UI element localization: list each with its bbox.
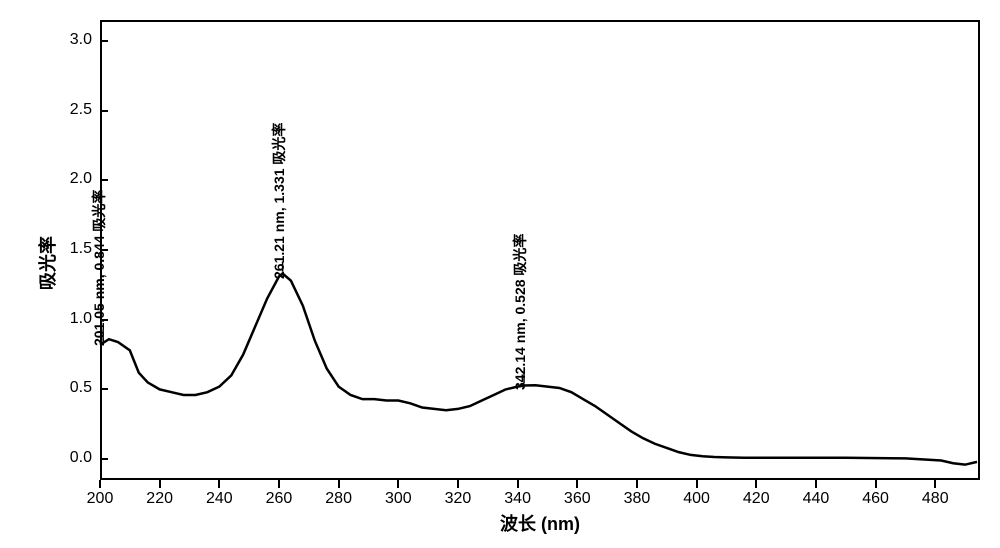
y-tick-label: 2.0 <box>52 170 92 188</box>
y-tick-label: 0.5 <box>52 379 92 397</box>
x-tick-label: 380 <box>617 490 657 508</box>
x-tick-label: 460 <box>856 490 896 508</box>
x-tick <box>696 480 698 488</box>
peak-label: 261.21 nm, 1.331 吸光率 <box>269 122 289 278</box>
x-tick <box>875 480 877 488</box>
y-tick <box>100 458 108 460</box>
y-tick <box>100 110 108 112</box>
x-tick-label: 240 <box>199 490 239 508</box>
x-tick-label: 480 <box>915 490 955 508</box>
spectrum-line <box>0 0 1000 548</box>
y-tick <box>100 40 108 42</box>
y-tick-label: 2.5 <box>52 101 92 119</box>
x-tick <box>576 480 578 488</box>
x-tick-label: 260 <box>259 490 299 508</box>
peak-label: 201.05 nm, 0.844 吸光率 <box>89 190 109 346</box>
x-tick <box>218 480 220 488</box>
x-tick-label: 440 <box>796 490 836 508</box>
x-tick <box>934 480 936 488</box>
x-tick <box>815 480 817 488</box>
x-tick-label: 280 <box>319 490 359 508</box>
x-tick <box>636 480 638 488</box>
x-tick <box>457 480 459 488</box>
x-tick-label: 200 <box>80 490 120 508</box>
x-tick <box>99 480 101 488</box>
y-tick <box>100 179 108 181</box>
x-tick-label: 400 <box>677 490 717 508</box>
y-tick <box>100 388 108 390</box>
spectrum-curve <box>100 274 977 465</box>
x-tick-label: 360 <box>557 490 597 508</box>
x-tick <box>397 480 399 488</box>
x-tick-label: 320 <box>438 490 478 508</box>
y-tick-label: 1.5 <box>52 240 92 258</box>
x-tick <box>338 480 340 488</box>
x-tick-label: 300 <box>378 490 418 508</box>
y-tick-label: 0.0 <box>52 449 92 467</box>
peak-label: 342.14 nm, 0.528 吸光率 <box>510 234 530 390</box>
spectrum-chart: 吸光率 波长 (nm) 0.00.51.01.52.02.53.02002202… <box>0 0 1000 548</box>
x-tick <box>278 480 280 488</box>
x-tick <box>159 480 161 488</box>
x-tick-label: 420 <box>736 490 776 508</box>
x-tick-label: 340 <box>498 490 538 508</box>
x-tick <box>517 480 519 488</box>
x-tick <box>755 480 757 488</box>
x-tick-label: 220 <box>140 490 180 508</box>
y-tick-label: 1.0 <box>52 310 92 328</box>
y-tick-label: 3.0 <box>52 31 92 49</box>
